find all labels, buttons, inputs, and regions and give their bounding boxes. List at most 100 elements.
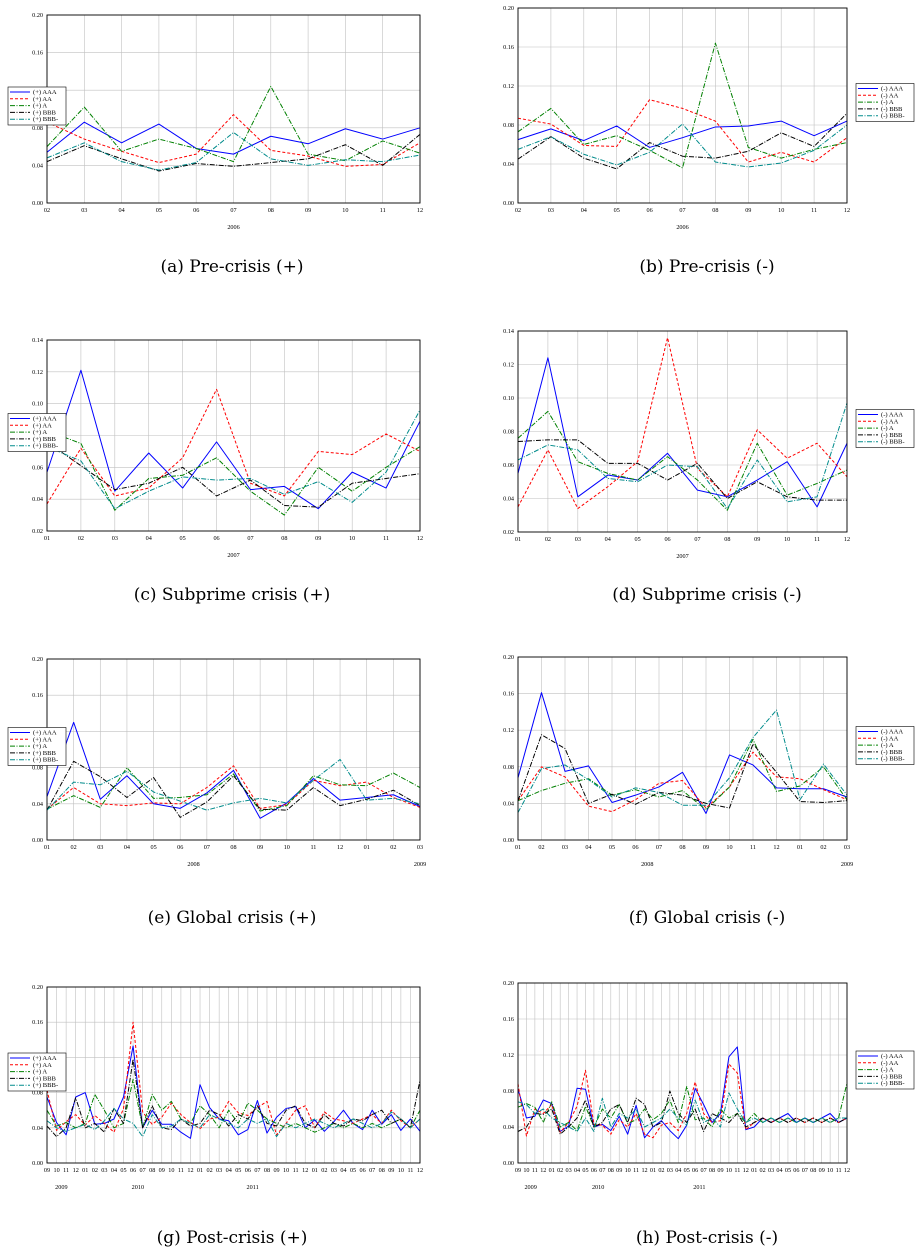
y-tick-label: 0.16: [32, 692, 43, 699]
panel-caption: (b) Pre-crisis (-): [639, 257, 774, 277]
x-tick-label: 02: [658, 1167, 664, 1174]
x-tick-label: 06: [360, 1167, 366, 1174]
y-tick-label: 0.20: [32, 656, 43, 663]
y-tick-label: 0.02: [503, 529, 514, 536]
x-tick-label: 06: [664, 536, 670, 543]
legend-entry: (+) A: [33, 429, 47, 436]
legend-entry: (-) A: [881, 99, 894, 106]
y-tick-label: 0.16: [503, 691, 514, 698]
legend-entry: (+) BBB-: [33, 1082, 58, 1089]
x-tick-label: 11: [750, 844, 756, 851]
year-label: 2007: [676, 553, 688, 560]
x-tick-label: 10: [398, 1167, 404, 1174]
legend: (+) AAA(+) AA(+) A(+) BBB(+) BBB-: [7, 413, 67, 452]
x-tick-label: 11: [178, 1167, 184, 1174]
y-tick-label: 0.12: [32, 369, 43, 376]
chart-panel-3: 0.020.040.060.080.100.120.14010203040506…: [7, 337, 423, 605]
x-tick-label: 03: [667, 1167, 673, 1174]
series-line-bbb: [46, 760, 421, 818]
x-tick-label: 01: [82, 1167, 88, 1174]
legend: (-) AAA(-) AA(-) A(-) BBB(-) BBB-: [855, 83, 915, 122]
x-tick-label: 11: [734, 1167, 740, 1174]
x-tick-label: 04: [675, 1167, 681, 1174]
year-label: 2006: [227, 224, 239, 231]
y-tick-label: 0.00: [503, 1160, 514, 1167]
x-tick-label: 03: [844, 844, 850, 851]
year-label: 2008: [641, 861, 653, 868]
legend-box: [7, 1052, 67, 1092]
x-tick-label: 02: [820, 844, 826, 851]
series-line-a: [517, 410, 848, 511]
legend-entry: (-) AA: [881, 418, 899, 425]
x-tick-label: 06: [591, 1167, 597, 1174]
legend-entry: (-) A: [881, 425, 894, 432]
legend-entry: (+) AAA: [33, 730, 57, 737]
legend-box: [855, 409, 915, 448]
x-tick-label: 10: [827, 1167, 833, 1174]
panel-caption: (e) Global crisis (+): [148, 908, 317, 928]
series-line-a: [46, 85, 421, 163]
x-tick-label: 09: [44, 1167, 50, 1174]
x-tick-label: 02: [44, 207, 50, 214]
x-tick-label: 07: [230, 207, 236, 214]
x-tick-label: 03: [566, 1167, 572, 1174]
x-tick-label: 05: [150, 844, 156, 851]
legend: (+) AAA(+) AA(+) A(+) BBB(+) BBB-: [7, 1052, 67, 1092]
series-line-bbbminus: [517, 402, 848, 510]
x-tick-label: 03: [768, 1167, 774, 1174]
x-tick-label: 03: [81, 207, 87, 214]
series-line-bbb: [46, 441, 421, 508]
legend-entry: (+) AA: [33, 1062, 52, 1069]
y-tick-label: 0.10: [32, 401, 43, 408]
x-tick-label: 07: [700, 1167, 706, 1174]
x-tick-label: 02: [557, 1167, 563, 1174]
series-line-aaa: [46, 1045, 421, 1139]
x-tick-label: 04: [124, 844, 130, 851]
x-tick-label: 01: [197, 1167, 203, 1174]
plot-frame: [46, 986, 421, 1164]
chart-panel-7: 0.000.040.080.120.160.200910111201020304…: [7, 984, 423, 1248]
chart-panel-2: 0.00 0.04 0.08 0.12 0.16 0.20 02 03 04 05 06 07 08 09…: [503, 5, 915, 277]
y-tick-label: 0.00: [503, 200, 514, 207]
x-tick-label: 06: [647, 207, 653, 214]
x-tick-label: 05: [120, 1167, 126, 1174]
legend-entry: (+) BBB: [33, 750, 57, 757]
series-line-bbbminus: [517, 1092, 847, 1132]
year-label: 2010: [592, 1184, 604, 1191]
x-tick-label: 09: [819, 1167, 825, 1174]
panel-caption: (f) Global crisis (-): [629, 908, 785, 928]
y-tick-label: 0.00: [32, 1160, 43, 1167]
x-tick-label: 09: [273, 1167, 279, 1174]
y-tick-label: 0.04: [503, 496, 514, 503]
x-tick-label: 12: [417, 535, 423, 542]
year-label: 2009: [524, 1184, 536, 1191]
x-tick-label: 12: [187, 1167, 193, 1174]
x-tick-label: 07: [140, 1167, 146, 1174]
series-line-aa: [517, 337, 848, 510]
x-tick-label: 09: [754, 536, 760, 543]
x-tick-label: 12: [337, 844, 343, 851]
series-line-aa: [46, 1021, 421, 1136]
legend-entry: (+) AA: [33, 96, 52, 103]
gridlines: [46, 986, 421, 1164]
chart-panel-1: 0.000.040.080.120.160.200203040506070809…: [7, 12, 423, 277]
x-tick-label: 06: [193, 207, 199, 214]
series-line-aa: [517, 1063, 848, 1139]
x-tick-label: 05: [180, 535, 186, 542]
y-tick-label: 0.16: [32, 1019, 43, 1026]
x-tick-label: 06: [177, 844, 183, 851]
legend: (-) AAA(-) AA(-) A(-) BBB(-) BBB-: [855, 1050, 915, 1090]
x-tick-label: 01: [515, 536, 521, 543]
y-tick-label: 0.04: [503, 1124, 514, 1131]
legend-entry: (+) BBB: [33, 436, 57, 443]
legend: (-) AAA(-) AA(-) A(-) BBB(-) BBB-: [855, 726, 915, 765]
x-tick-label: 02: [515, 207, 521, 214]
x-tick-label: 03: [562, 844, 568, 851]
x-tick-label: 02: [390, 844, 396, 851]
legend-entry: (-) A: [881, 742, 894, 749]
x-tick-label: 02: [321, 1167, 327, 1174]
plot-frame: [517, 982, 848, 1164]
x-tick-label: 05: [350, 1167, 356, 1174]
legend-box: [855, 83, 915, 122]
series-line-a: [517, 1082, 848, 1132]
